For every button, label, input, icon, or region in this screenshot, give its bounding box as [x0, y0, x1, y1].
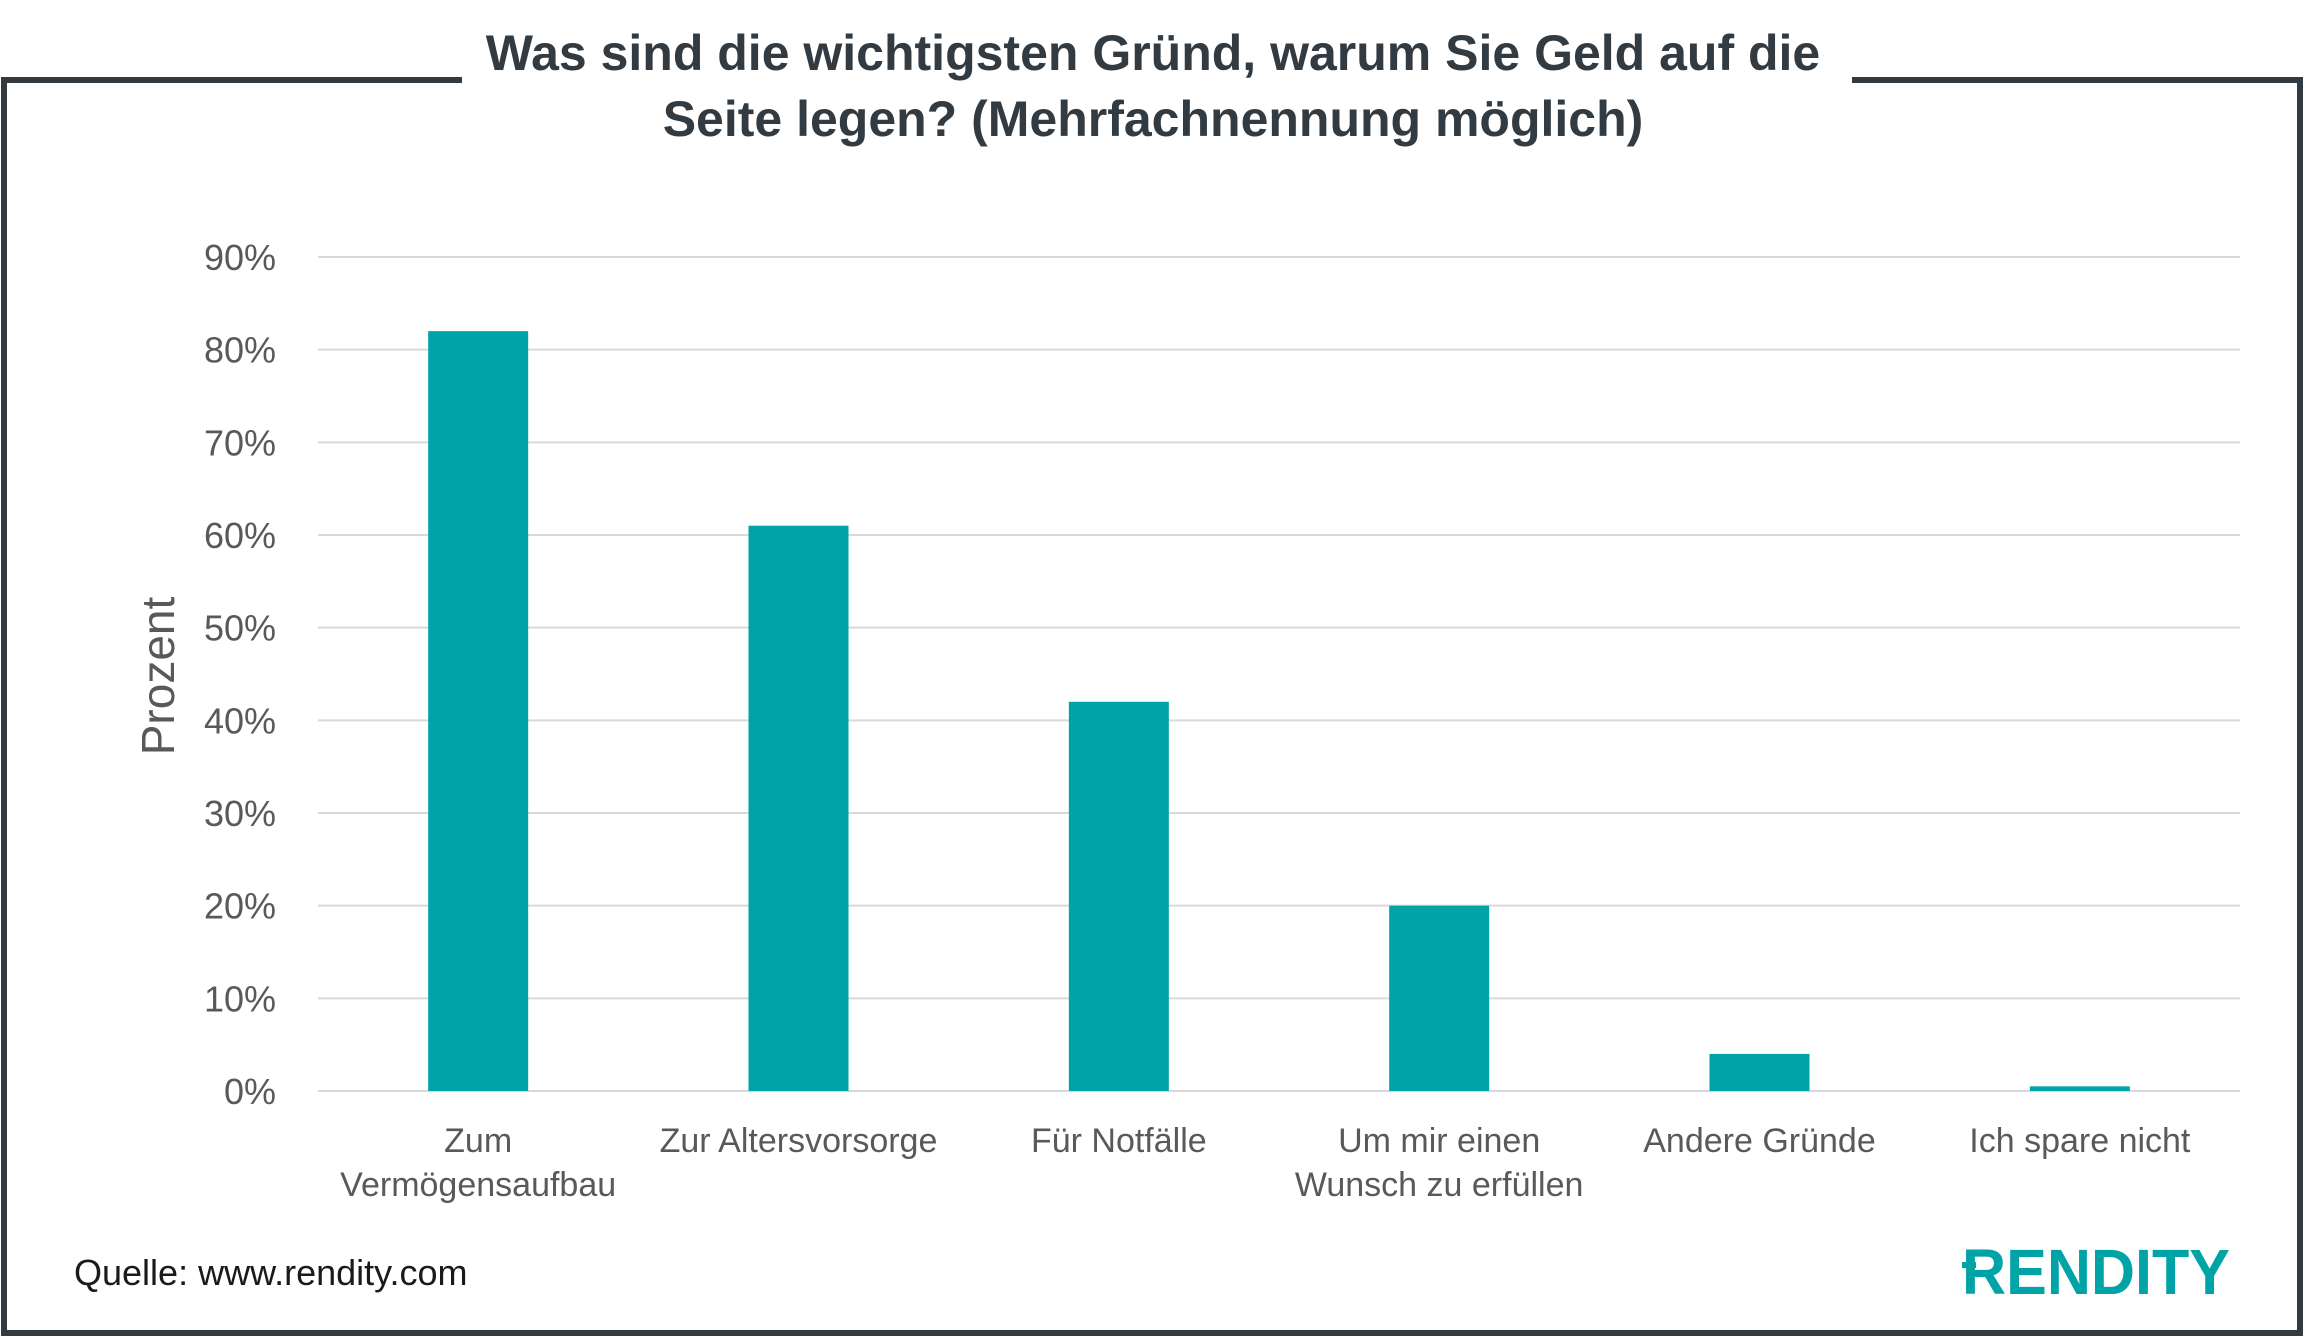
x-category-label-line: Ich spare nicht [1969, 1122, 2191, 1160]
x-category-label: Ich spare nicht [1969, 1122, 2191, 1160]
y-tick-label: 60% [204, 515, 276, 556]
bar [1389, 905, 1490, 1091]
y-tick-label: 0% [224, 1071, 276, 1112]
x-category-label-line: Zur Altersvorsorge [660, 1122, 938, 1160]
x-category-label: Andere Gründe [1643, 1122, 1876, 1160]
y-tick-label: 70% [204, 422, 276, 463]
bar [1709, 1053, 1810, 1091]
x-category-label-line: Für Notfälle [1031, 1122, 1207, 1160]
y-tick-label: 30% [204, 793, 276, 834]
y-tick-label: 50% [204, 608, 276, 649]
bar [1068, 701, 1169, 1091]
bar [428, 331, 529, 1092]
x-category-label-line: Vermögensaufbau [340, 1166, 616, 1204]
x-category-label-line: Wunsch zu erfüllen [1295, 1166, 1584, 1204]
x-category-label-line: Zum [444, 1122, 512, 1160]
source-note: Quelle: www.rendity.com [74, 1252, 468, 1293]
gridlines [318, 256, 2240, 1092]
x-category-label-line: Andere Gründe [1643, 1122, 1876, 1160]
y-axis-title: Prozent [132, 597, 184, 756]
y-axis-ticks: 0% 10% 20% 30% 40% 50% 60% 70% 80% 90% [204, 237, 276, 1112]
x-category-label-line: Um mir einen [1338, 1122, 1540, 1160]
logo-crossbar [1962, 1262, 1976, 1268]
rendity-logo: RENDITY [1962, 1240, 2230, 1302]
y-tick-label: 80% [204, 330, 276, 371]
x-axis-labels: Zum Vermögensaufbau Zur Altersvorsorge Für … [340, 1122, 2191, 1204]
x-category-label: Zur Altersvorsorge [660, 1122, 938, 1160]
chart-title-line-2: Seite legen? (Mehrfachnennung möglich) [662, 91, 1644, 147]
y-tick-label: 20% [204, 886, 276, 927]
logo-wordmark: RENDITY [1962, 1240, 2230, 1302]
y-tick-label: 40% [204, 700, 276, 741]
y-tick-label: 10% [204, 978, 276, 1019]
x-category-label: Um mir einen Wunsch zu erfüllen [1295, 1122, 1584, 1204]
chart-title-line-1: Was sind die wichtigsten Gründ, warum Si… [485, 25, 1821, 81]
y-tick-label: 90% [204, 237, 276, 278]
bars [428, 331, 2130, 1092]
bar [2029, 1086, 2130, 1091]
x-category-label: Zum Vermögensaufbau [340, 1122, 616, 1204]
frame-border [1, 77, 2303, 1336]
x-category-label: Für Notfälle [1031, 1122, 1207, 1160]
bar [748, 525, 849, 1091]
